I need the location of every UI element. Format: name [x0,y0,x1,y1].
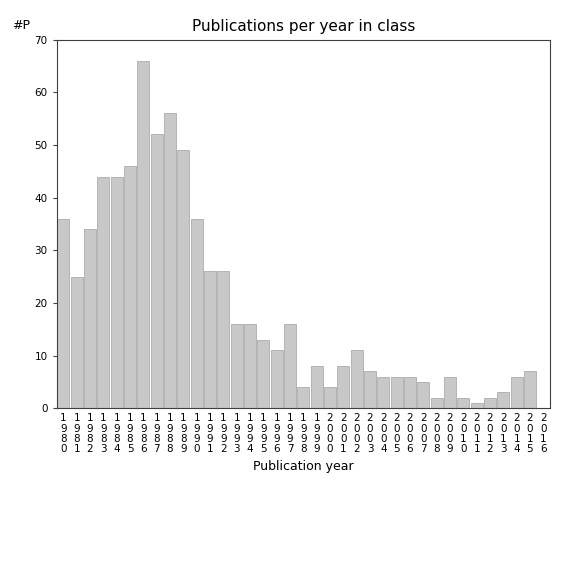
Bar [337,366,349,408]
Bar [404,376,416,408]
Bar [244,324,256,408]
Bar [511,376,523,408]
Bar [284,324,296,408]
Bar [57,219,69,408]
Title: Publications per year in class: Publications per year in class [192,19,415,35]
Bar [391,376,403,408]
Bar [124,166,136,408]
Bar [324,387,336,408]
Bar [297,387,310,408]
Text: #P: #P [12,19,30,32]
Bar [98,176,109,408]
Bar [151,134,163,408]
Bar [231,324,243,408]
Bar [431,397,443,408]
Bar [524,371,536,408]
Bar [364,371,376,408]
Bar [311,366,323,408]
Bar [111,176,122,408]
Bar [257,340,269,408]
Bar [204,272,216,408]
Bar [378,376,390,408]
Bar [497,392,509,408]
Bar [71,277,83,408]
Bar [137,61,149,408]
X-axis label: Publication year: Publication year [253,460,354,473]
Bar [217,272,230,408]
Bar [164,113,176,408]
Bar [84,229,96,408]
Bar [444,376,456,408]
Bar [484,397,496,408]
Bar [417,382,429,408]
Bar [471,403,483,408]
Bar [177,150,189,408]
Bar [270,350,283,408]
Bar [191,219,202,408]
Bar [350,350,363,408]
Bar [458,397,469,408]
